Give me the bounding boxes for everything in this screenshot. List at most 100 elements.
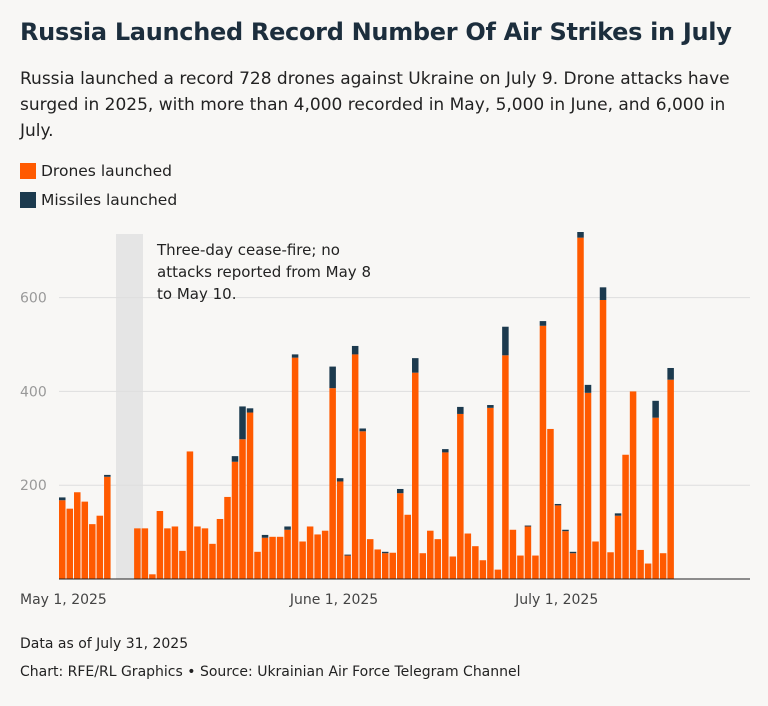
bar-drones-77 xyxy=(629,391,637,579)
bar-missiles-80 xyxy=(652,400,659,418)
bar-drones-69 xyxy=(569,553,577,579)
bar-drones-79 xyxy=(644,563,652,579)
bar-drones-43 xyxy=(374,549,381,579)
bar-drones-44 xyxy=(381,553,389,579)
bar-drones-21 xyxy=(209,543,216,579)
bar-missiles-46 xyxy=(396,488,404,494)
bar-drones-26 xyxy=(246,412,254,579)
bar-missiles-69 xyxy=(569,551,577,554)
bar-drones-29 xyxy=(269,536,276,579)
bar-missiles-73 xyxy=(599,287,607,300)
bar-drones-32 xyxy=(291,357,299,579)
bar-missiles-1 xyxy=(59,497,66,501)
bar-drones-36 xyxy=(321,530,329,579)
bar-drones-37 xyxy=(329,388,336,579)
bar-drones-24 xyxy=(231,461,239,579)
legend-label-drones: Drones launched xyxy=(41,161,172,180)
bar-drones-63 xyxy=(524,526,532,579)
bar-drones-62 xyxy=(517,555,524,579)
bar-drones-6 xyxy=(96,515,104,579)
bar-missiles-7 xyxy=(104,474,111,477)
bar-drones-76 xyxy=(622,454,629,579)
bar-drones-73 xyxy=(599,299,607,579)
bar-drones-27 xyxy=(254,551,261,579)
bar-drones-14 xyxy=(156,511,164,579)
bar-drones-19 xyxy=(194,526,201,579)
bar-drones-48 xyxy=(412,372,419,579)
bar-drones-53 xyxy=(449,556,457,579)
bar-drones-12 xyxy=(141,528,149,579)
bar-drones-25 xyxy=(239,439,246,579)
bar-drones-61 xyxy=(509,529,517,579)
legend-item-missiles: Missiles launched xyxy=(20,185,177,214)
y-tick-label-600: 600 xyxy=(20,291,47,307)
bar-drones-39 xyxy=(344,555,351,579)
bar-missiles-67 xyxy=(554,503,562,506)
bar-drones-64 xyxy=(532,555,539,579)
legend-item-drones: Drones launched xyxy=(20,156,177,185)
bar-drones-55 xyxy=(464,533,472,579)
bar-missiles-26 xyxy=(246,408,254,413)
bar-missiles-25 xyxy=(239,406,246,440)
bar-drones-81 xyxy=(659,553,667,579)
bar-drones-68 xyxy=(562,531,569,579)
bar-drones-41 xyxy=(359,431,366,579)
bar-drones-80 xyxy=(652,417,659,579)
bar-missiles-60 xyxy=(502,326,509,356)
bar-drones-13 xyxy=(149,574,156,579)
bar-drones-51 xyxy=(434,539,442,579)
bar-missiles-38 xyxy=(336,478,344,482)
bar-drones-33 xyxy=(299,541,306,579)
bar-missiles-75 xyxy=(614,513,622,516)
bar-drones-17 xyxy=(179,550,186,579)
x-tick-label-0: May 1, 2025 xyxy=(20,592,107,608)
bar-drones-52 xyxy=(442,452,449,579)
bar-drones-59 xyxy=(494,569,502,579)
bar-missiles-68 xyxy=(562,529,569,532)
x-tick-label-2: July 1, 2025 xyxy=(514,592,598,608)
bar-drones-40 xyxy=(351,354,359,579)
footer-data-date: Data as of July 31, 2025 xyxy=(20,636,189,652)
footer-credit: Chart: RFE/RL Graphics • Source: Ukraini… xyxy=(20,664,521,680)
bar-drones-15 xyxy=(164,528,171,579)
annotation-line-1: Three-day cease-fire; no xyxy=(156,241,340,259)
bar-drones-75 xyxy=(614,515,622,579)
bar-missiles-41 xyxy=(359,428,366,432)
chart-title: Russia Launched Record Number Of Air Str… xyxy=(20,18,732,46)
x-tick-label-1: June 1, 2025 xyxy=(289,592,378,608)
bar-drones-57 xyxy=(479,560,487,579)
bar-drones-28 xyxy=(261,537,269,579)
bar-drones-60 xyxy=(502,355,509,579)
bar-drones-11 xyxy=(134,528,141,579)
bar-missiles-24 xyxy=(231,456,239,462)
bar-drones-20 xyxy=(201,528,209,579)
bar-drones-2 xyxy=(66,508,74,579)
bar-drones-22 xyxy=(216,518,224,579)
bar-missiles-39 xyxy=(344,554,351,556)
bar-missiles-82 xyxy=(667,367,674,380)
bar-missiles-32 xyxy=(291,354,299,358)
legend: Drones launched Missiles launched xyxy=(20,156,177,214)
bar-missiles-65 xyxy=(539,321,547,326)
bar-drones-31 xyxy=(284,529,291,579)
bar-drones-3 xyxy=(74,492,81,579)
bar-drones-65 xyxy=(539,325,547,579)
bar-drones-5 xyxy=(89,524,96,579)
bar-drones-42 xyxy=(366,539,374,579)
chart-subtitle: Russia launched a record 728 drones agai… xyxy=(20,69,730,141)
bar-missiles-71 xyxy=(584,384,592,393)
annotation-line-2: attacks reported from May 8 xyxy=(157,263,371,281)
bar-missiles-54 xyxy=(457,406,464,414)
ceasefire-band xyxy=(116,234,143,579)
bar-drones-18 xyxy=(186,451,194,579)
bar-drones-72 xyxy=(592,541,599,579)
y-tick-label-400: 400 xyxy=(20,384,47,400)
y-tick-label-200: 200 xyxy=(20,478,47,494)
bar-drones-70 xyxy=(577,237,584,579)
bar-drones-56 xyxy=(472,546,479,579)
bar-missiles-40 xyxy=(351,345,359,355)
bar-drones-45 xyxy=(389,552,396,579)
bar-missiles-48 xyxy=(412,358,419,373)
bar-drones-67 xyxy=(554,505,562,579)
bar-missiles-44 xyxy=(381,551,389,554)
